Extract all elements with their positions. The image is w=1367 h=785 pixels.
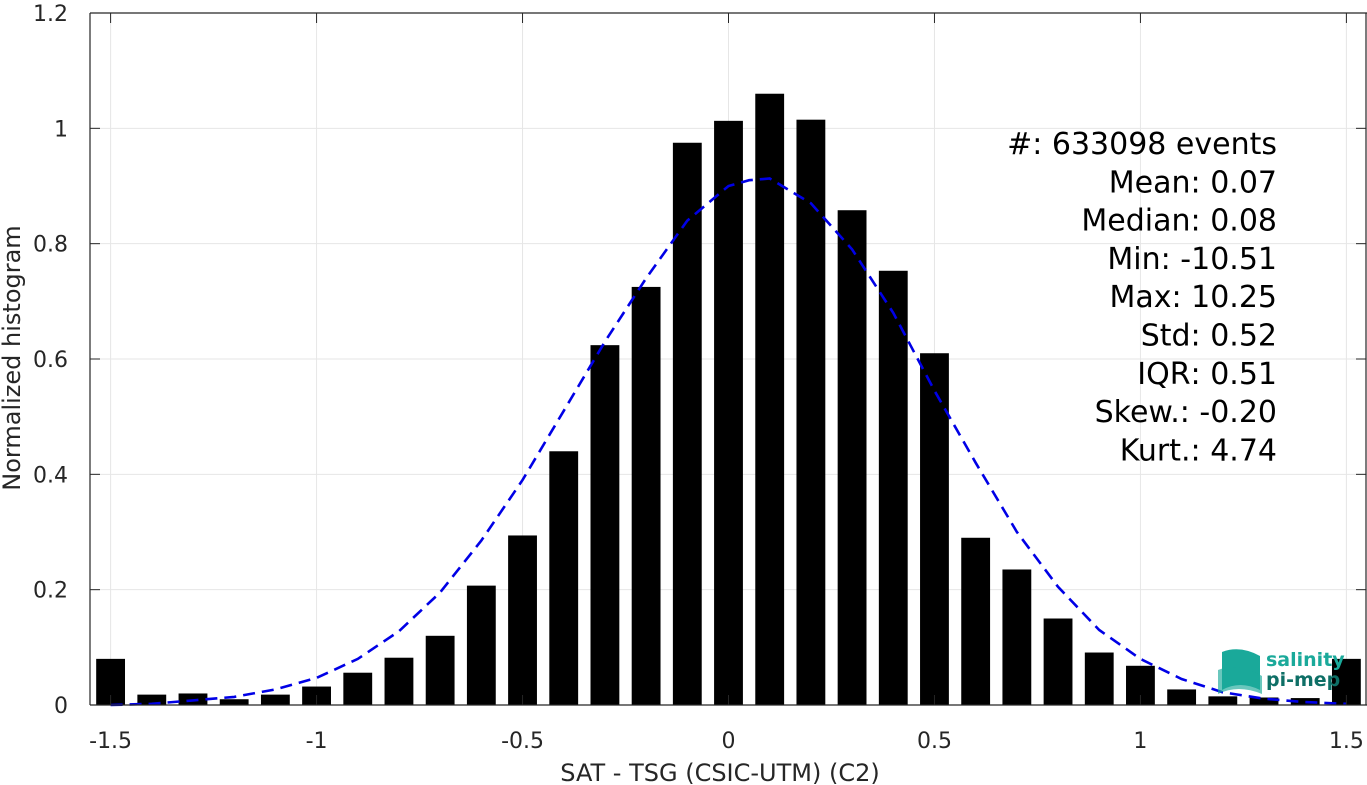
x-tick-label: 0.5 bbox=[917, 729, 952, 754]
histogram-bar bbox=[672, 142, 702, 705]
stat-value: : -0.20 bbox=[1180, 395, 1277, 430]
x-tick-label: 0 bbox=[722, 729, 736, 754]
stat-value: : 0.51 bbox=[1191, 357, 1277, 392]
histogram-bar bbox=[1208, 696, 1238, 705]
histogram-bar bbox=[755, 93, 785, 705]
x-tick-labels: -1.5 -1 -0.5 0 0.5 1 1.5 bbox=[89, 729, 1364, 754]
stat-row: Max : 10.25 bbox=[1109, 280, 1277, 315]
x-axis-label: SAT - TSG (CSIC-UTM) (C2) bbox=[560, 759, 879, 785]
histogram-bar bbox=[343, 672, 373, 705]
histogram-bar bbox=[1249, 697, 1279, 705]
histogram-bar bbox=[384, 657, 414, 705]
stat-label: Min bbox=[1107, 242, 1160, 277]
stat-row: Min : -10.51 bbox=[1107, 242, 1277, 277]
y-tick-labels: 0 0.2 0.4 0.6 0.8 1 1.2 bbox=[33, 2, 68, 719]
logo-text-line1: salinity bbox=[1266, 649, 1345, 671]
histogram-bar bbox=[137, 694, 167, 705]
x-tick-label: -1 bbox=[306, 729, 328, 754]
histogram-bar bbox=[549, 451, 579, 705]
y-tick-label: 0 bbox=[54, 694, 68, 719]
y-axis-label: Normalized histogram bbox=[0, 225, 26, 490]
y-tick-label: 0.4 bbox=[33, 463, 68, 488]
histogram-bar bbox=[796, 119, 826, 705]
stat-value: : 0.08 bbox=[1191, 204, 1277, 239]
histogram-bar bbox=[466, 585, 496, 705]
stat-row: Kurt. : 4.74 bbox=[1120, 433, 1277, 468]
stat-row: Mean : 0.07 bbox=[1109, 165, 1277, 200]
stat-row: # : 633098 events bbox=[1007, 127, 1277, 162]
histogram-bar bbox=[590, 345, 620, 705]
histogram-bar bbox=[1167, 689, 1197, 705]
x-tick-label: 1 bbox=[1133, 729, 1147, 754]
x-tick-label: 1.5 bbox=[1329, 729, 1364, 754]
stat-row: IQR : 0.51 bbox=[1137, 357, 1277, 392]
x-tick-label: -0.5 bbox=[501, 729, 544, 754]
stat-label: Mean bbox=[1109, 165, 1191, 200]
y-tick-label: 0.8 bbox=[33, 233, 68, 258]
histogram-bar bbox=[714, 120, 743, 705]
histogram-bar bbox=[219, 699, 249, 705]
stat-label: Std bbox=[1141, 319, 1191, 354]
stat-value: : 633098 events bbox=[1032, 127, 1277, 162]
y-tick-label: 1 bbox=[54, 117, 68, 142]
stat-row: Median : 0.08 bbox=[1081, 204, 1277, 239]
y-tick-label: 1.2 bbox=[33, 2, 68, 27]
stat-label: Kurt. bbox=[1120, 433, 1191, 468]
stat-value: : 4.74 bbox=[1191, 433, 1277, 468]
stat-row: Skew. : -0.20 bbox=[1095, 395, 1277, 430]
histogram-bar bbox=[631, 286, 661, 705]
histogram-bars bbox=[96, 93, 1361, 705]
stat-label: IQR bbox=[1137, 357, 1190, 392]
plot-axes bbox=[89, 12, 1367, 706]
histogram-bar bbox=[508, 535, 537, 705]
logo-text-line2: pi-mep bbox=[1266, 669, 1340, 691]
stat-value: : 0.07 bbox=[1191, 165, 1277, 200]
histogram-bar bbox=[1290, 698, 1320, 705]
histogram-bar bbox=[920, 353, 949, 705]
stat-label: Median bbox=[1081, 204, 1190, 239]
salinity-pi-mep-logo: salinity pi-mep bbox=[1218, 649, 1345, 694]
histogram-bar bbox=[878, 270, 908, 705]
histogram-bar bbox=[425, 635, 455, 705]
stat-label: Max bbox=[1109, 280, 1171, 315]
x-tick-label: -1.5 bbox=[89, 729, 132, 754]
histogram-bar bbox=[1002, 569, 1032, 705]
stat-value: : 0.52 bbox=[1191, 319, 1277, 354]
histogram-bar bbox=[1043, 618, 1073, 705]
stat-row: Std : 0.52 bbox=[1141, 319, 1277, 354]
y-tick-label: 0.6 bbox=[33, 348, 68, 373]
logo-wave-icon bbox=[1218, 649, 1262, 694]
histogram-bar bbox=[260, 694, 290, 705]
gaussian-fit-curve bbox=[110, 177, 1347, 707]
histogram-bar bbox=[1084, 652, 1114, 705]
stat-value: : -10.51 bbox=[1161, 242, 1277, 277]
stat-value: : 10.25 bbox=[1171, 280, 1277, 315]
histogram-bar bbox=[961, 537, 991, 705]
histogram-bar bbox=[837, 210, 867, 705]
y-tick-label: 0.2 bbox=[33, 579, 68, 604]
stat-label: # bbox=[1007, 127, 1032, 162]
stat-label: Skew. bbox=[1095, 395, 1180, 430]
